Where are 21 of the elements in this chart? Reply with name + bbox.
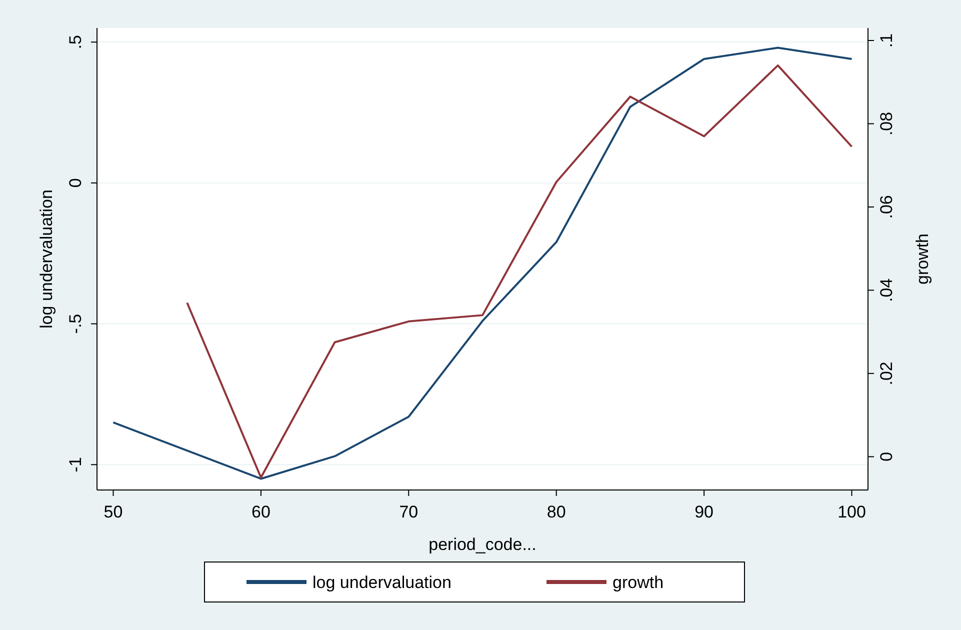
legend-label: growth: [612, 573, 664, 592]
x-tick-label: 70: [399, 502, 418, 522]
y2-tick-label: .1: [877, 33, 896, 48]
y-tick-label: -.5: [66, 314, 85, 334]
x-axis-title: period_code...: [428, 535, 536, 554]
y2-tick-label: 0: [877, 452, 896, 462]
y-axis-title: log undervaluation: [37, 190, 56, 328]
y2-tick-label: .06: [877, 195, 896, 219]
x-tick-label: 50: [104, 502, 123, 522]
y2-axis-title: growth: [913, 233, 932, 285]
legend-label: log undervaluation: [312, 573, 452, 592]
y-tick-label: 0: [66, 178, 85, 188]
y2-tick-label: .04: [877, 278, 896, 302]
x-tick-label: 90: [694, 502, 714, 522]
x-tick-label: 60: [251, 502, 270, 522]
y-tick-label: .5: [66, 34, 85, 50]
y2-tick-label: .02: [877, 362, 896, 386]
y2-tick-label: .08: [877, 112, 896, 136]
x-tick-label: 100: [838, 502, 866, 522]
y-tick-label: -1: [66, 457, 85, 472]
x-tick-label: 80: [546, 502, 566, 522]
